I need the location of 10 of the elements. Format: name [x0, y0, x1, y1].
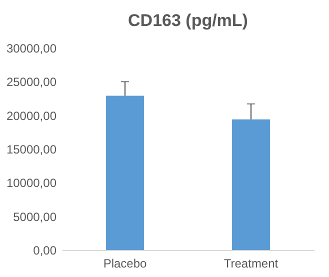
chart-title: CD163 (pg/mL) — [128, 11, 248, 30]
y-tick-label: 25000,00 — [6, 75, 57, 90]
y-tick-label: 20000,00 — [6, 108, 57, 123]
x-tick-label: Treatment — [224, 256, 279, 270]
x-tick-label: Placebo — [103, 256, 148, 270]
y-tick-label: 0,00 — [33, 244, 57, 258]
y-tick-label: 10000,00 — [6, 176, 57, 190]
y-tick-label: 5000,00 — [13, 210, 57, 224]
y-tick-label: 30000,00 — [6, 42, 57, 56]
y-tick-label: 15000,00 — [6, 142, 57, 156]
